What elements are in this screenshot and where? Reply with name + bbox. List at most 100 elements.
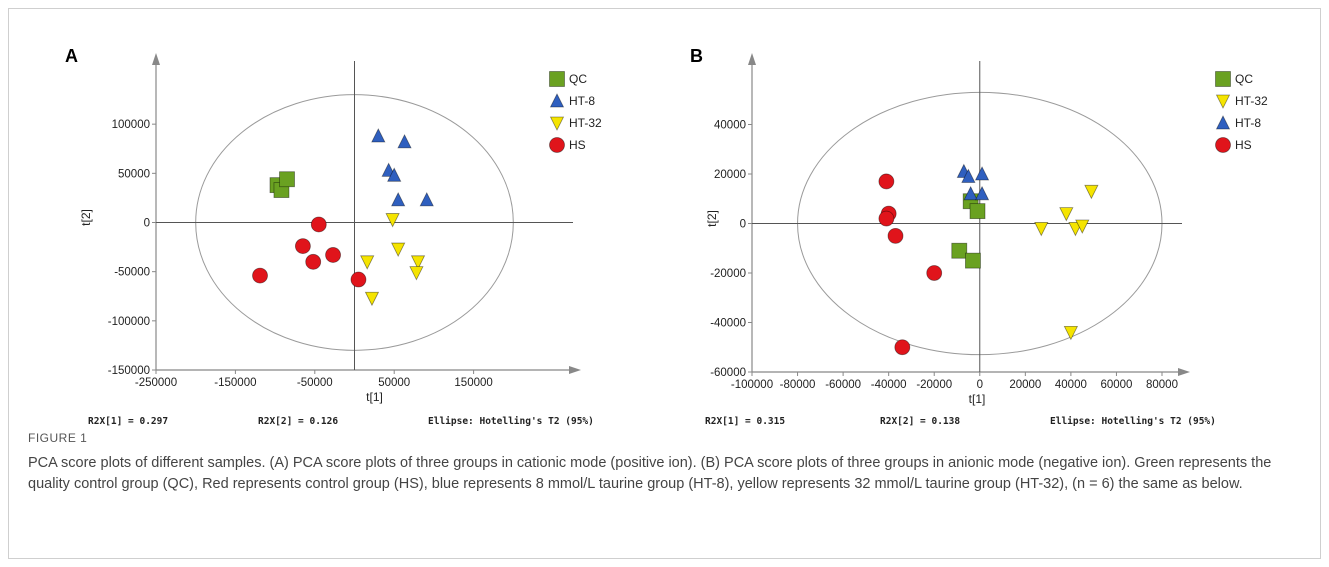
caption-text: PCA score plots of different samples. (A… [28,455,1272,492]
data-point-ht-8 [371,128,386,143]
figure-plots: A-250000 -150000 -50000 50000 150000-150000-… [65,46,1268,427]
data-point-ht-8 [961,168,976,183]
panel-b-label: B [690,46,703,66]
data-point-qc [969,203,986,220]
y-axis-arrow-icon [152,53,160,65]
legend-marker-ht-32 [549,116,565,131]
legend-marker-ht-8 [1215,115,1231,130]
r2x2-stat: R2X[2] = 0.126 [258,416,338,427]
x-tick-label: 150000 [454,377,492,389]
data-point-ht-8 [419,191,434,207]
data-point-ht-8 [974,185,990,201]
data-point-ht-32 [391,242,406,257]
y-tick-label: 100000 [112,119,150,131]
data-point-ht-32 [385,213,400,228]
figure-caption: FIGURE 1 PCA score plots of different sa… [28,428,1308,495]
legend-marker-hs [1215,137,1231,153]
x-tick-label: 50000 [378,377,410,389]
legend-label-ht-32: HT-32 [1235,94,1268,108]
y-axis-title: t[2] [79,209,93,226]
data-point-ht-8 [387,167,402,182]
legend-label-hs: HS [569,138,586,152]
data-point-ht-8 [974,166,990,181]
legend-label-qc: QC [1235,72,1253,86]
data-point-ht-32 [1075,219,1090,234]
legend-marker-hs [549,137,565,153]
data-point-qc [965,252,981,269]
x-tick-label: 40000 [1055,379,1087,391]
x-axis-title: t[1] [969,392,986,406]
data-point-hs [878,173,895,190]
x-tick-label: -250000 [135,377,177,389]
y-tick-label: 50000 [118,168,150,180]
data-point-ht-8 [391,191,406,207]
data-point-ht-32 [1084,184,1099,200]
data-point-ht-32 [410,255,426,270]
legend-marker-ht-32 [1215,94,1231,109]
data-point-ht-32 [360,255,375,270]
panel-a-chart: A-250000 -150000 -50000 50000 150000-150000-… [65,46,602,427]
x-tick-label: 20000 [1009,379,1041,391]
y-tick-label: -100000 [108,316,150,328]
data-point-hs [310,216,327,233]
data-point-ht-32 [364,291,380,307]
data-point-ht-32 [1034,222,1049,237]
data-point-qc [279,171,295,188]
x-tick-label: -150000 [214,377,256,389]
y-tick-label: 0 [740,219,746,231]
r2x1-stat: R2X[1] = 0.315 [705,416,785,427]
r2x1-stat: R2X[1] = 0.297 [88,416,168,427]
y-axis-title: t[2] [705,210,719,227]
data-point-hs [887,227,904,244]
ellipse-stat: Ellipse: Hotelling's T2 (95%) [428,416,594,427]
y-tick-label: 0 [144,218,150,230]
x-tick-label: -60000 [825,379,861,391]
x-tick-label: 0 [977,379,983,391]
y-tick-label: -50000 [114,267,150,279]
legend-marker-qc [1215,71,1231,87]
x-tick-label: -100000 [731,379,773,391]
data-point-qc [951,242,968,259]
r2x2-stat: R2X[2] = 0.138 [880,416,960,427]
legend-marker-qc [549,71,565,87]
x-tick-label: -50000 [297,377,333,389]
y-tick-label: 40000 [714,120,746,132]
ellipse-stat: Ellipse: Hotelling's T2 (95%) [1050,416,1216,427]
legend-label-qc: QC [569,72,587,86]
x-tick-label: 80000 [1146,379,1178,391]
data-point-ht-8 [963,185,978,201]
y-tick-label: -40000 [710,318,746,330]
x-tick-label: -80000 [780,379,816,391]
x-tick-label: -20000 [916,379,952,391]
legend-label-ht-8: HT-8 [1235,116,1261,130]
legend-label-hs: HS [1235,138,1252,152]
x-axis-arrow-icon [1178,368,1190,376]
x-axis-title: t[1] [366,390,383,404]
data-point-hs [305,253,322,270]
data-point-ht-32 [1063,325,1079,341]
data-point-hs [894,339,911,356]
figure-label: FIGURE 1 [28,431,88,445]
figure-frame [8,8,1321,559]
y-tick-label: -150000 [108,365,150,377]
panel-b-chart: B -100000 -80000 -60000 -40000 -20000 0 20000 40… [690,46,1268,427]
x-axis-arrow-icon [569,366,581,374]
x-tick-label: -40000 [871,379,907,391]
y-tick-label: -60000 [710,367,746,379]
legend-label-ht-32: HT-32 [569,116,602,130]
y-axis-arrow-icon [748,53,756,65]
y-tick-label: 20000 [714,169,746,181]
data-point-hs [325,247,341,263]
legend-label-ht-8: HT-8 [569,94,595,108]
legend-marker-ht-8 [549,93,565,108]
data-point-ht-32 [1059,207,1074,222]
panel-a-label: A [65,46,78,66]
data-point-hs [252,267,268,284]
x-tick-label: 60000 [1100,379,1132,391]
data-point-hs [294,238,311,255]
data-point-ht-32 [409,266,424,281]
data-point-hs [878,210,895,227]
y-tick-label: -20000 [710,268,746,280]
data-point-ht-8 [397,133,412,149]
data-point-hs [926,265,943,281]
